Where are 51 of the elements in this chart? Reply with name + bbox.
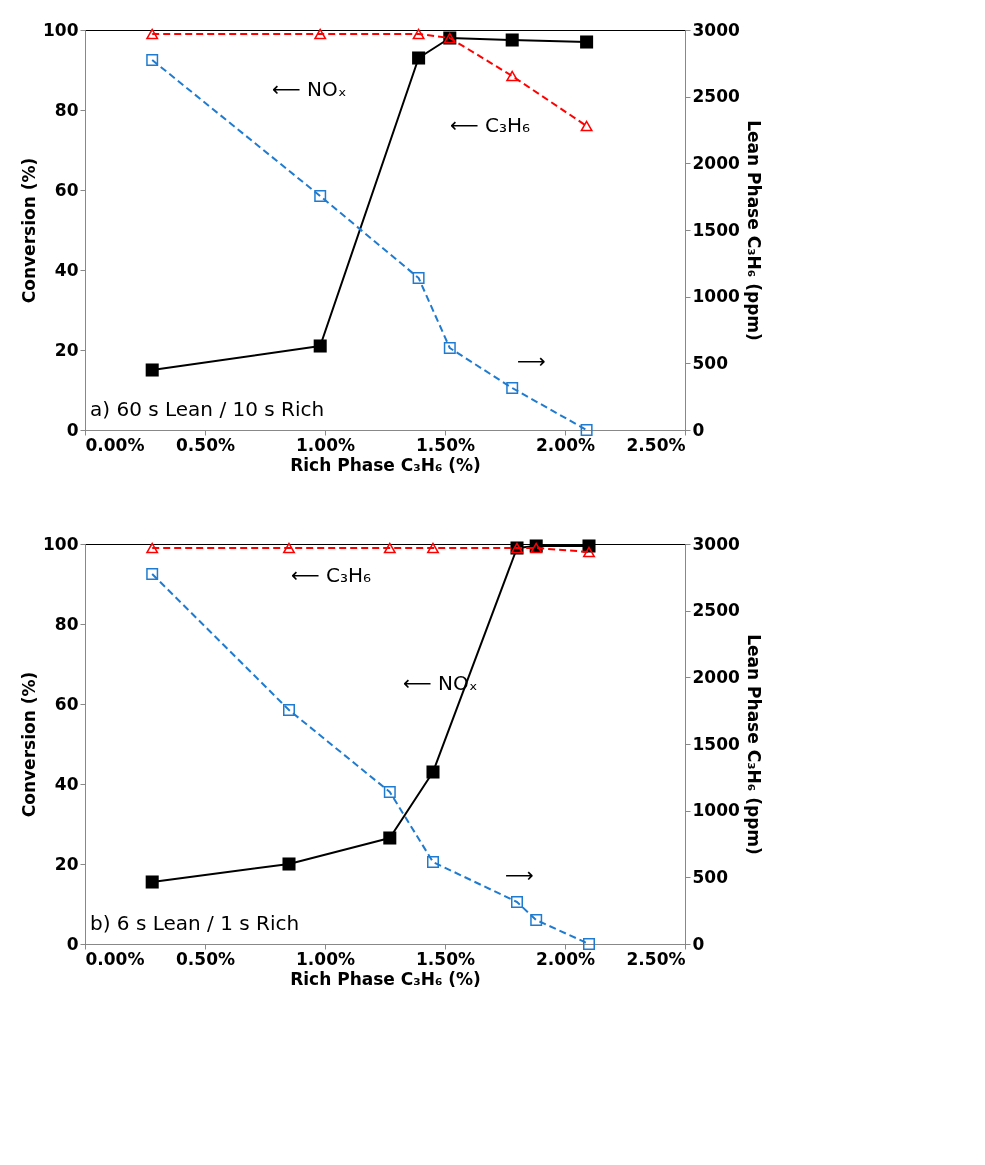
- y2-tick-label: 1000: [692, 800, 740, 821]
- x-tick-label: 0.00%: [85, 434, 145, 455]
- y-axis-title: Conversion (%): [19, 671, 40, 818]
- y2-tick-label: 500: [692, 866, 729, 887]
- y2-tick-label: 1000: [692, 286, 740, 307]
- y2-tick-label: 2000: [692, 152, 740, 173]
- x-tick-label: 0.50%: [176, 948, 235, 969]
- y-tick-label: 100: [43, 19, 79, 40]
- y2-tick-label: 2500: [692, 600, 740, 621]
- y-tick-label: 20: [54, 853, 79, 874]
- x-tick-label: 0.50%: [176, 434, 235, 455]
- annotation: b) 6 s Lean / 1 s Rich: [90, 911, 300, 935]
- y2-tick-label: 1500: [692, 733, 740, 754]
- x-tick-label: 1.00%: [296, 434, 355, 455]
- annotation: ⟵ C₃H₆: [450, 113, 531, 137]
- y-tick-label: 100: [43, 533, 79, 554]
- y2-tick-label: 1500: [692, 219, 740, 240]
- annotation: a) 60 s Lean / 10 s Rich: [90, 397, 325, 421]
- annotation: ⟶: [505, 863, 534, 887]
- y2-tick-label: 2000: [692, 666, 740, 687]
- y-tick-label: 80: [54, 99, 79, 120]
- y2-tick-label: 3000: [692, 19, 740, 40]
- y2-axis-title: Lean Phase C₃H₆ (ppm): [743, 120, 764, 341]
- y2-axis-title: Lean Phase C₃H₆ (ppm): [743, 634, 764, 855]
- y-tick-label: 0: [66, 419, 79, 440]
- y2-tick-label: 3000: [692, 533, 740, 554]
- annotation: ⟵ NOₓ: [272, 77, 347, 101]
- y2-tick-label: 2500: [692, 86, 740, 107]
- x-tick-label: 2.50%: [626, 948, 686, 969]
- y-tick-label: 40: [54, 259, 79, 280]
- x-axis-title: Rich Phase C₃H₆ (%): [290, 454, 481, 475]
- x-tick-label: 2.50%: [626, 434, 686, 455]
- x-tick-label: 1.00%: [296, 948, 355, 969]
- y2-tick-label: 500: [692, 352, 729, 373]
- x-tick-label: 0.00%: [85, 948, 145, 969]
- annotation: ⟵ C₃H₆: [291, 563, 372, 587]
- y2-tick-label: 0: [692, 933, 705, 954]
- y-axis-title: Conversion (%): [19, 157, 40, 304]
- x-tick-label: 2.00%: [536, 434, 595, 455]
- y-tick-label: 80: [54, 613, 79, 634]
- y-tick-label: 60: [54, 179, 79, 200]
- x-tick-label: 1.50%: [416, 434, 475, 455]
- y-tick-label: 20: [54, 339, 79, 360]
- x-axis-title: Rich Phase C₃H₆ (%): [290, 968, 481, 989]
- x-tick-label: 1.50%: [416, 948, 475, 969]
- y2-tick-label: 0: [692, 419, 705, 440]
- y-tick-label: 60: [54, 693, 79, 714]
- y-tick-label: 40: [54, 773, 79, 794]
- x-tick-label: 2.00%: [536, 948, 595, 969]
- annotation: ⟶: [517, 349, 546, 373]
- y-tick-label: 0: [66, 933, 79, 954]
